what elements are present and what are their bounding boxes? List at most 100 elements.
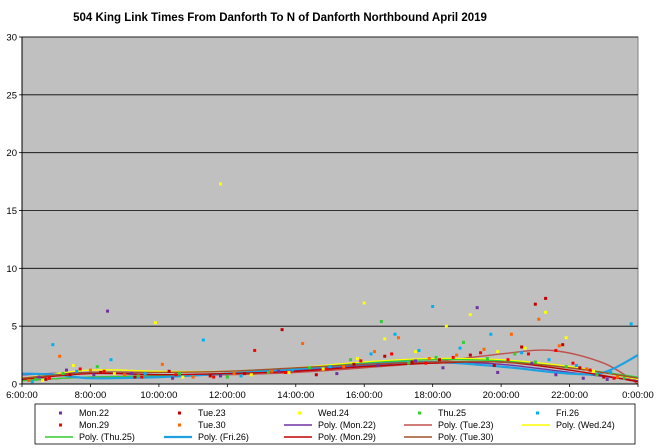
data-point xyxy=(496,370,500,374)
data-point xyxy=(75,369,79,373)
data-point xyxy=(468,313,472,317)
data-point xyxy=(547,358,551,362)
legend-marker xyxy=(59,411,62,415)
data-point xyxy=(444,324,448,328)
data-point xyxy=(595,373,599,377)
data-point xyxy=(99,370,103,374)
data-point xyxy=(34,377,38,381)
legend-box xyxy=(34,403,636,445)
data-point xyxy=(140,375,144,379)
data-point xyxy=(533,302,537,306)
data-point xyxy=(160,362,164,366)
data-point xyxy=(468,353,472,357)
data-point xyxy=(64,368,68,372)
legend-marker xyxy=(59,423,62,427)
legend-marker xyxy=(536,411,539,415)
data-point xyxy=(605,377,609,381)
data-point xyxy=(407,361,411,365)
data-point xyxy=(544,310,548,314)
data-point xyxy=(342,365,346,369)
data-point xyxy=(352,362,356,366)
data-point xyxy=(369,352,373,356)
data-point xyxy=(47,376,51,380)
data-point xyxy=(106,309,110,313)
data-point xyxy=(431,305,435,309)
y-tick-label: 15 xyxy=(6,206,17,217)
data-point xyxy=(41,379,45,383)
x-tick-label: 8:00:00 xyxy=(75,390,107,401)
legend-label: Poly. (Mon.29) xyxy=(318,432,376,442)
legend: Mon.22 Tue.23 Wed.24 Thu.25 Fri.26 Mon.29 Tue.… xyxy=(34,403,636,445)
data-point xyxy=(554,373,558,377)
data-point xyxy=(328,365,332,369)
data-point xyxy=(277,369,281,373)
data-point xyxy=(496,350,500,354)
data-point xyxy=(574,363,578,367)
x-tick-label: 18:00:00 xyxy=(414,390,451,401)
data-point xyxy=(61,372,65,376)
data-point xyxy=(615,375,619,379)
legend-label: Mon.22 xyxy=(79,408,109,418)
legend-label: Mon.29 xyxy=(79,420,109,430)
data-point xyxy=(92,373,96,377)
legend-label: Wed.24 xyxy=(318,408,349,418)
data-point xyxy=(284,370,288,374)
data-point xyxy=(208,374,212,378)
data-point xyxy=(492,363,496,367)
data-point xyxy=(232,372,236,376)
data-point xyxy=(592,369,596,373)
legend-marker xyxy=(418,411,421,415)
data-point xyxy=(585,367,589,371)
data-point xyxy=(218,374,222,378)
data-point xyxy=(270,369,274,373)
legend-marker xyxy=(178,423,181,427)
data-point xyxy=(44,377,48,381)
data-point xyxy=(612,376,616,380)
data-point xyxy=(212,375,216,379)
data-point xyxy=(133,375,137,379)
data-point xyxy=(414,350,418,354)
data-point xyxy=(564,336,568,340)
data-point xyxy=(441,366,445,370)
x-tick-label: 20:00:00 xyxy=(483,390,520,401)
data-point xyxy=(68,373,72,377)
data-point xyxy=(123,373,127,377)
data-point xyxy=(438,358,442,362)
data-point xyxy=(554,348,558,352)
data-point xyxy=(218,182,222,186)
data-point xyxy=(479,351,483,355)
data-point xyxy=(609,370,613,374)
legend-label: Thu.25 xyxy=(438,408,466,418)
legend-marker xyxy=(178,411,181,415)
data-point xyxy=(396,336,400,340)
data-point xyxy=(523,346,527,350)
legend-label: Poly. (Fri.26) xyxy=(198,432,249,442)
data-point xyxy=(520,351,524,355)
data-point xyxy=(191,375,195,379)
legend-label: Poly. (Tue.30) xyxy=(438,432,494,442)
x-tick-label: 12:00:00 xyxy=(209,390,246,401)
data-point xyxy=(280,328,284,332)
data-point xyxy=(266,370,270,374)
data-point xyxy=(417,348,421,352)
data-point xyxy=(383,354,387,358)
data-point xyxy=(489,332,493,336)
data-point xyxy=(58,354,62,358)
data-point xyxy=(102,369,106,373)
data-point xyxy=(78,367,82,371)
data-point xyxy=(561,343,565,347)
data-points xyxy=(27,182,633,384)
data-point xyxy=(379,320,383,324)
data-point xyxy=(458,346,462,350)
data-point xyxy=(37,375,41,379)
data-point xyxy=(325,367,329,371)
data-point xyxy=(414,359,418,363)
data-point xyxy=(359,359,363,363)
data-point xyxy=(530,361,534,365)
data-point xyxy=(383,337,387,341)
x-tick-label: 0:00:00 xyxy=(622,390,654,401)
data-point xyxy=(461,340,465,344)
chart-title: 504 King Link Times From Danforth To N o… xyxy=(73,12,487,24)
data-point xyxy=(455,353,459,357)
